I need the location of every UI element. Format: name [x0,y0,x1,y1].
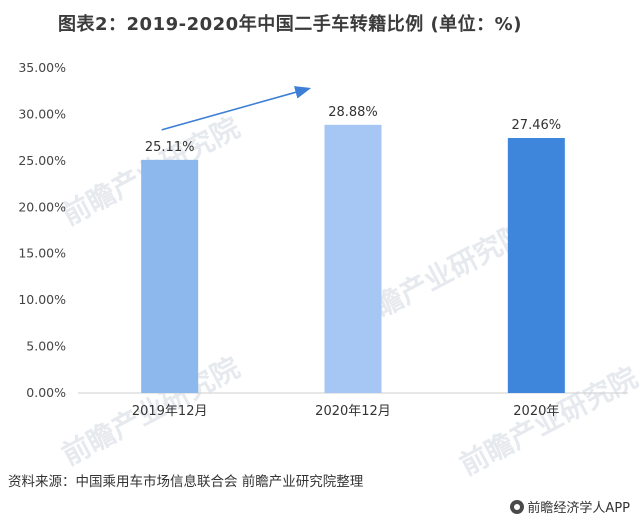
y-tick-label: 20.00% [18,199,66,214]
y-tick-label: 5.00% [26,339,66,354]
trend-arrow-icon [161,86,312,131]
brand-footer: 前瞻经济学人APP [510,497,630,516]
x-tick-label: 2020年 [513,404,559,419]
x-tick-label: 2019年12月 [132,404,208,419]
data-label: 25.11% [145,140,195,155]
data-label: 27.46% [512,118,562,133]
y-tick-label: 25.00% [18,153,66,168]
y-tick-label: 35.00% [18,60,66,75]
y-tick-label: 0.00% [26,385,66,400]
bar [141,159,199,393]
qianzhan-logo-icon [510,500,525,514]
bars [141,124,565,393]
y-axis: 0.00% 5.00% 10.00% 15.00% 20.00% 25.00% 30.00%… [18,60,66,400]
data-labels: 25.11% 28.88% 27.46% [145,105,561,155]
chart-title: 图表2：2019-2020年中国二手车转籍比例 (单位：%) [58,14,522,35]
bar [507,138,565,393]
source-note: 资料来源：中国乘用车市场信息联合会 前瞻产业研究院整理 [8,474,364,490]
brand-label: 前瞻经济学人APP [527,501,630,516]
y-tick-label: 15.00% [18,246,66,261]
x-tick-label: 2020年12月 [315,404,391,419]
bar [324,124,382,393]
bar-chart: 0.00% 5.00% 10.00% 15.00% 20.00% 25.00% 30.00%… [18,60,628,419]
x-tick-labels: 2019年12月 2020年12月 2020年 [132,404,560,419]
y-tick-label: 10.00% [18,292,66,307]
data-label: 28.88% [328,105,378,120]
y-tick-label: 30.00% [18,106,66,121]
